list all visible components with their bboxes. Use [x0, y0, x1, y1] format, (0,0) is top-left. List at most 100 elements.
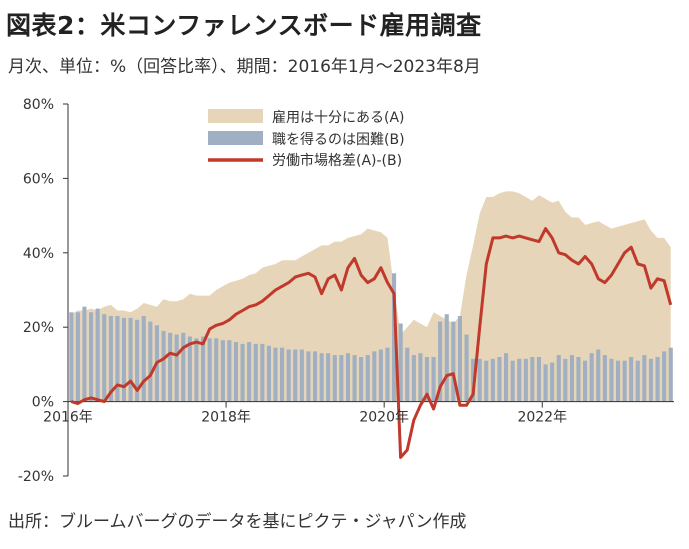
legend: 雇用は十分にある(A) 職を得るのは困難(B) 労働市場格差(A)-(B)	[208, 109, 405, 169]
bar-jobs-hard-to-get	[596, 349, 601, 402]
bar-jobs-hard-to-get	[220, 340, 225, 402]
y-tick-label: 60%	[23, 171, 54, 187]
bar-jobs-hard-to-get	[293, 349, 298, 402]
bar-jobs-hard-to-get	[569, 355, 574, 402]
bars-layer	[69, 273, 673, 402]
x-tick-label: 2022年	[517, 410, 567, 426]
bar-jobs-hard-to-get	[536, 357, 541, 402]
source-note: 出所：ブルームバーグのデータを基にピクテ・ジャパン作成	[8, 512, 467, 532]
bar-jobs-hard-to-get	[543, 364, 548, 402]
bar-jobs-hard-to-get	[187, 336, 192, 402]
bar-jobs-hard-to-get	[477, 358, 482, 402]
bar-jobs-hard-to-get	[668, 347, 673, 402]
bar-jobs-hard-to-get	[89, 312, 94, 402]
bar-jobs-hard-to-get	[464, 334, 469, 402]
bar-jobs-hard-to-get	[319, 353, 324, 402]
line-series-labor-differential	[70, 227, 673, 459]
bar-jobs-hard-to-get	[490, 358, 495, 402]
bar-jobs-hard-to-get	[609, 358, 614, 402]
bar-jobs-hard-to-get	[266, 345, 271, 402]
chart-title: 図表2：米コンファレンスボード雇用調査	[6, 11, 482, 40]
area-layer	[71, 191, 671, 402]
bar-jobs-hard-to-get	[411, 355, 416, 402]
bar-jobs-hard-to-get	[583, 360, 588, 402]
bar-jobs-hard-to-get	[273, 347, 278, 402]
bar-jobs-hard-to-get	[457, 316, 462, 402]
bar-jobs-hard-to-get	[148, 321, 153, 402]
bar-jobs-hard-to-get	[332, 355, 337, 402]
bar-jobs-hard-to-get	[365, 355, 370, 402]
bar-jobs-hard-to-get	[451, 321, 456, 402]
line-layer	[70, 227, 673, 459]
bar-jobs-hard-to-get	[431, 357, 436, 402]
bar-jobs-hard-to-get	[622, 360, 627, 402]
bar-jobs-hard-to-get	[260, 343, 265, 402]
bar-jobs-hard-to-get	[181, 332, 186, 402]
bar-jobs-hard-to-get	[444, 314, 449, 402]
bar-jobs-hard-to-get	[313, 351, 318, 402]
legend-label: 雇用は十分にある(A)	[272, 109, 405, 126]
bar-jobs-hard-to-get	[141, 316, 146, 402]
y-tick-label: -20%	[18, 469, 54, 485]
bar-jobs-hard-to-get	[517, 358, 522, 402]
bar-jobs-hard-to-get	[253, 343, 258, 402]
bar-jobs-hard-to-get	[589, 353, 594, 402]
bar-jobs-hard-to-get	[504, 353, 509, 402]
bar-jobs-hard-to-get	[378, 349, 383, 402]
bar-jobs-hard-to-get	[247, 342, 252, 402]
bar-jobs-hard-to-get	[438, 321, 443, 402]
bar-jobs-hard-to-get	[168, 332, 173, 402]
bar-jobs-hard-to-get	[616, 360, 621, 402]
bar-jobs-hard-to-get	[227, 340, 232, 402]
bar-jobs-hard-to-get	[299, 349, 304, 402]
tick-labels: 80% 60% 40% 20% 0% -20% 2016年 2018年 2020年 2022年	[18, 97, 567, 485]
x-tick-label: 2018年	[201, 410, 251, 426]
legend-swatch-bars	[208, 131, 263, 145]
y-tick-label: 40%	[23, 246, 54, 262]
x-tick-label: 2016年	[43, 410, 93, 426]
bar-jobs-hard-to-get	[95, 308, 100, 402]
area-series-jobs-plentiful	[71, 191, 671, 402]
bar-jobs-hard-to-get	[629, 357, 634, 402]
bar-jobs-hard-to-get	[352, 355, 357, 402]
y-tick-label: 20%	[23, 320, 54, 336]
x-tick-label: 2020年	[359, 410, 409, 426]
bar-jobs-hard-to-get	[530, 357, 535, 402]
bar-jobs-hard-to-get	[523, 358, 528, 402]
bar-jobs-hard-to-get	[635, 360, 640, 402]
bar-jobs-hard-to-get	[161, 330, 166, 402]
legend-label: 労働市場格差(A)-(B)	[272, 152, 402, 169]
bar-jobs-hard-to-get	[108, 316, 113, 402]
bar-jobs-hard-to-get	[418, 353, 423, 402]
bar-jobs-hard-to-get	[286, 349, 291, 402]
bar-jobs-hard-to-get	[510, 360, 515, 402]
bar-jobs-hard-to-get	[326, 353, 331, 402]
bar-jobs-hard-to-get	[550, 362, 555, 402]
bar-jobs-hard-to-get	[392, 273, 397, 402]
bar-jobs-hard-to-get	[82, 306, 87, 402]
y-tick-label: 80%	[23, 97, 54, 113]
bar-jobs-hard-to-get	[563, 358, 568, 402]
bar-jobs-hard-to-get	[306, 351, 311, 402]
bar-jobs-hard-to-get	[642, 355, 647, 402]
legend-swatch-area	[208, 109, 263, 123]
bar-jobs-hard-to-get	[214, 338, 219, 402]
bar-jobs-hard-to-get	[405, 347, 410, 402]
bar-jobs-hard-to-get	[345, 353, 350, 402]
bar-jobs-hard-to-get	[135, 319, 140, 402]
y-tick-label: 0%	[32, 395, 54, 411]
bar-jobs-hard-to-get	[602, 355, 607, 402]
bar-jobs-hard-to-get	[240, 343, 245, 402]
bar-jobs-hard-to-get	[339, 355, 344, 402]
bar-jobs-hard-to-get	[662, 351, 667, 402]
bar-jobs-hard-to-get	[201, 336, 206, 402]
bar-jobs-hard-to-get	[128, 317, 133, 402]
bar-jobs-hard-to-get	[648, 358, 653, 402]
bar-jobs-hard-to-get	[194, 338, 199, 402]
bar-jobs-hard-to-get	[115, 316, 120, 402]
bar-jobs-hard-to-get	[655, 357, 660, 402]
bar-jobs-hard-to-get	[174, 334, 179, 402]
bar-jobs-hard-to-get	[372, 351, 377, 402]
bar-jobs-hard-to-get	[69, 312, 74, 402]
bar-jobs-hard-to-get	[424, 357, 429, 402]
